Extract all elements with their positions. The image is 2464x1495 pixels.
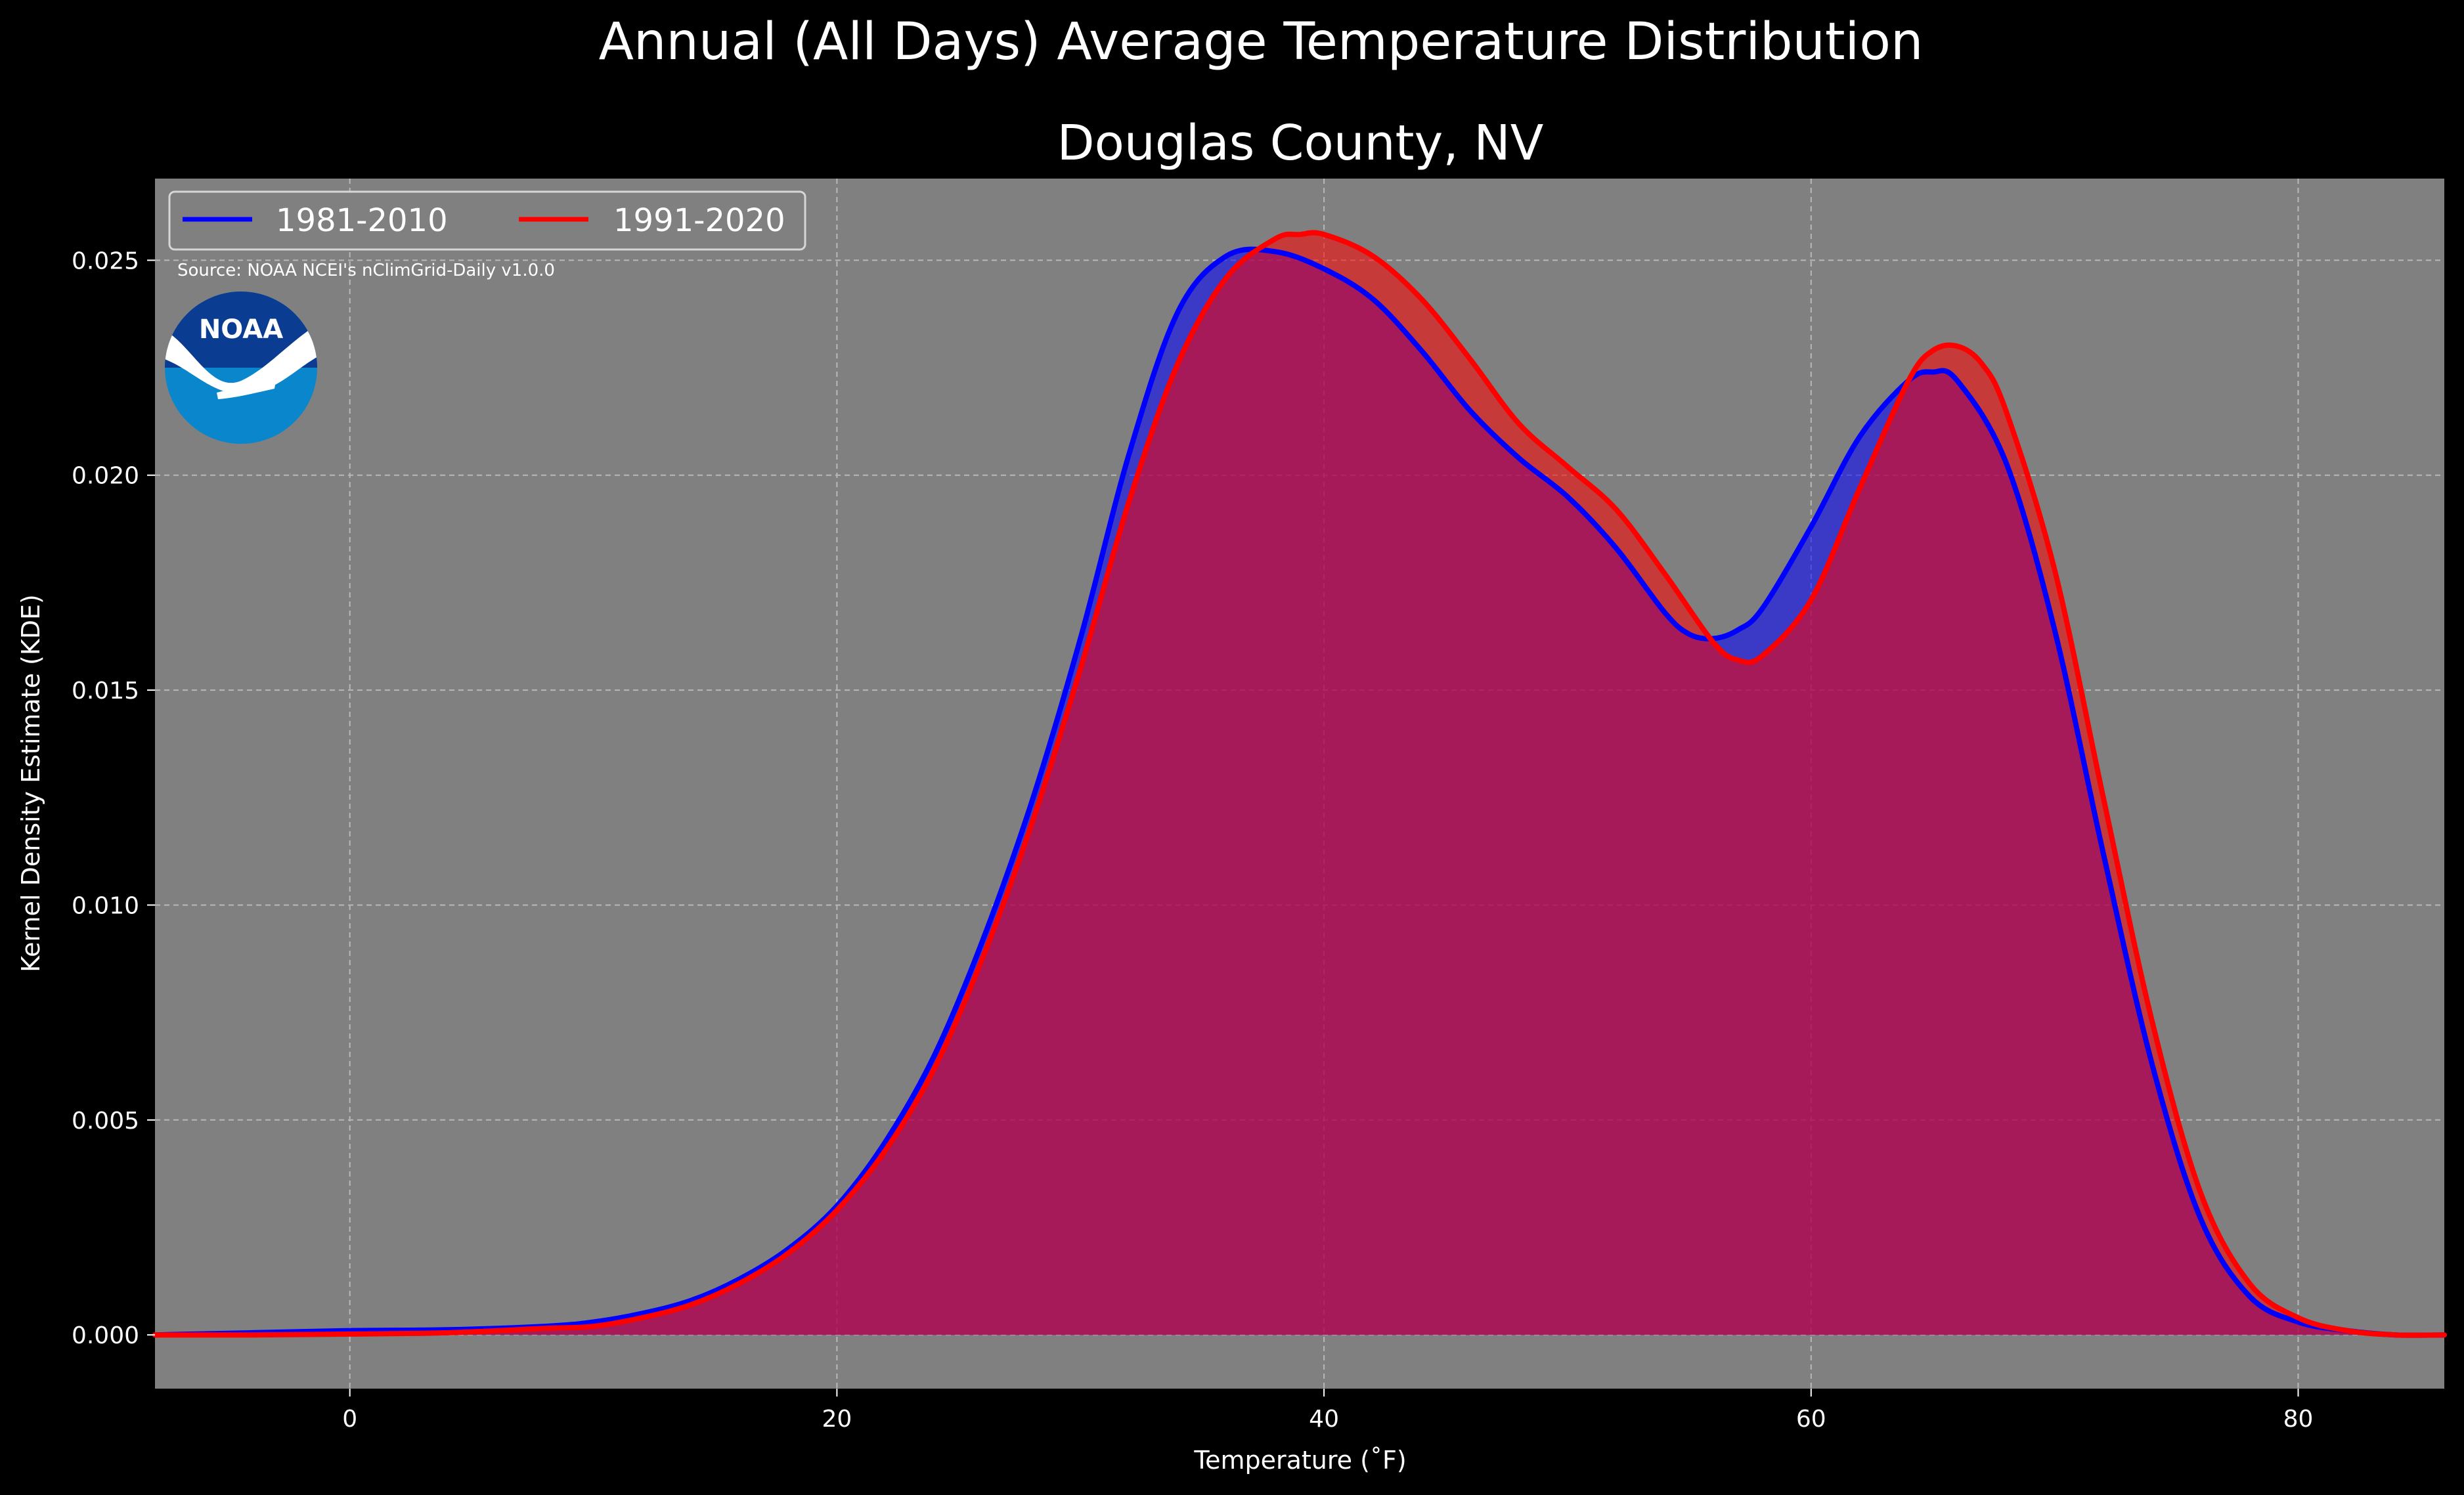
x-tick-label: 80 xyxy=(2283,1406,2314,1433)
x-axis-label: Temperature (˚F) xyxy=(1193,1446,1406,1475)
y-tick-label: 0.015 xyxy=(72,678,139,704)
legend-frame xyxy=(168,190,806,251)
source-attribution: Source: NOAA NCEI's nClimGrid-Daily v1.0… xyxy=(177,261,555,280)
x-tick-label: 0 xyxy=(342,1406,357,1433)
legend-label-1981-2010: 1981-2010 xyxy=(276,202,448,239)
y-tick-label: 0.025 xyxy=(72,248,139,274)
x-tick-label: 20 xyxy=(822,1406,852,1433)
x-tick-label: 60 xyxy=(1796,1406,1826,1433)
y-tick-label: 0.010 xyxy=(72,892,139,919)
kde-area-1991-2020 xyxy=(155,232,2444,1335)
kde-fills xyxy=(155,232,2444,1335)
noaa-logo-text: NOAA xyxy=(199,314,283,345)
legend: 1981-2010 1991-2020 xyxy=(168,190,806,251)
y-axis-ticks: 0.000 0.005 0.010 0.015 0.020 0.025 xyxy=(72,248,155,1349)
legend-label-1991-2020: 1991-2020 xyxy=(613,202,785,239)
y-axis-label: Kernel Density Estimate (KDE) xyxy=(16,594,45,972)
kde-lines xyxy=(152,230,2447,1338)
y-tick-label: 0.000 xyxy=(72,1322,139,1349)
x-tick-label: 40 xyxy=(1309,1406,1339,1433)
figure-suptitle: Annual (All Days) Average Temperature Di… xyxy=(599,12,1924,72)
axes-title: Douglas County, NV xyxy=(1057,115,1544,171)
kde-line-1991-2020 xyxy=(152,230,2447,1338)
y-tick-label: 0.020 xyxy=(72,463,139,490)
kde-line-1981-2010 xyxy=(152,246,2447,1338)
x-axis-ticks: 0 20 40 60 80 xyxy=(342,1389,2313,1433)
y-tick-label: 0.005 xyxy=(72,1108,139,1135)
